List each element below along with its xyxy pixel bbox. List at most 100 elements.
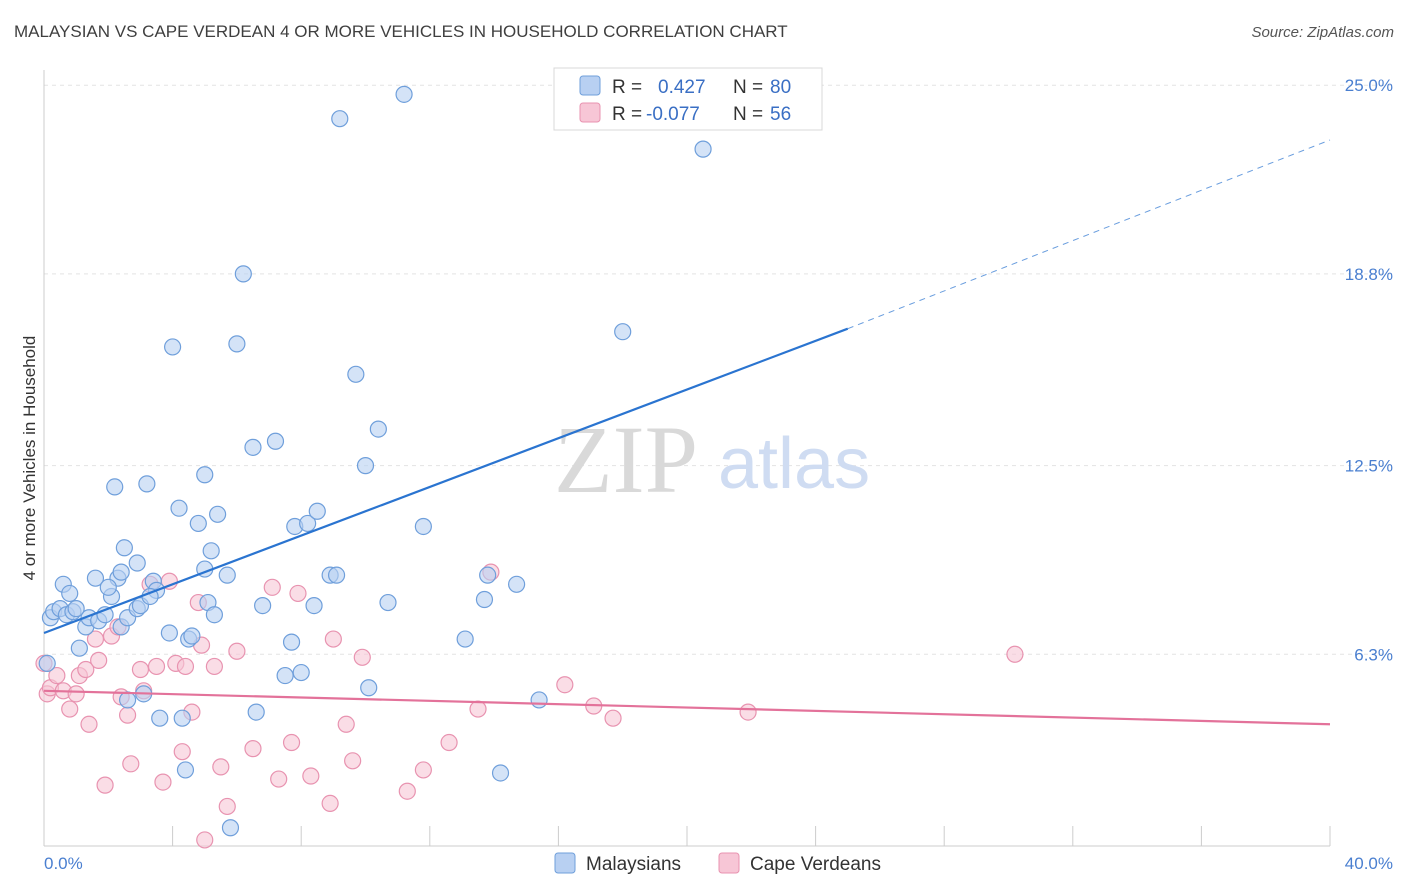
malaysian-point [299, 514, 317, 533]
cape-verdean-point [398, 782, 416, 800]
legend-n-label-2: N = [733, 104, 763, 125]
cape-verdean-point [218, 797, 236, 816]
x-tick-label-min: 0.0% [44, 854, 83, 873]
malaysian-point [170, 499, 188, 517]
malaysian-point [266, 432, 285, 450]
malaysian-point [360, 679, 378, 697]
cape-verdean-point [196, 831, 214, 849]
malaysian-point [70, 639, 88, 657]
malaysian-point [508, 575, 526, 593]
cape-verdean-point [289, 584, 307, 603]
malaysian-point [221, 819, 240, 837]
y-axis-label: 4 or more Vehicles in Household [20, 336, 39, 581]
malaysian-point [475, 590, 494, 609]
malaysian-point [218, 566, 236, 584]
cape-verdean-point [77, 660, 95, 679]
malaysian-point [308, 502, 326, 520]
legend-swatch-malaysians [579, 75, 601, 96]
cape-verdean-point [147, 657, 166, 676]
malaysian-point [196, 466, 214, 484]
cape-verdean-point [86, 630, 105, 648]
cape-verdean-point [302, 767, 320, 785]
malaysian-point [228, 335, 246, 353]
malaysian-point [456, 630, 474, 648]
cape-verdean-point [414, 761, 432, 779]
cape-verdean-point [96, 776, 114, 794]
malaysians-points [38, 85, 712, 837]
cape-verdean-point [344, 752, 362, 770]
cape-verdean-point [1006, 645, 1024, 663]
legend-n-value-1: 80 [770, 77, 791, 98]
malaysian-point [292, 663, 310, 682]
gridlines [44, 84, 1393, 655]
cape-verdean-point [122, 755, 140, 773]
cape-verdean-point [469, 700, 487, 718]
cape-verdean-point [176, 657, 195, 676]
malaysian-point [327, 566, 346, 584]
legend-r-value-2: -0.077 [646, 104, 700, 125]
malaysian-point [61, 584, 79, 603]
malaysian-point [530, 691, 548, 709]
x-axis-ticks [172, 826, 1331, 846]
y-tick-label: 25.0% [1345, 76, 1393, 95]
cape-verdean-point [67, 685, 85, 703]
malaysian-point [414, 517, 432, 536]
malaysian-point [276, 666, 294, 685]
malaysian-point [282, 633, 301, 651]
cape-verdean-point [282, 733, 301, 752]
malaysian-point [347, 365, 365, 383]
malaysian-point [151, 709, 169, 727]
watermark: ZIP atlas [554, 406, 870, 513]
cape-verdean-point [48, 666, 66, 685]
malaysian-point [160, 624, 178, 642]
bottom-legend-swatch-cape-verdeans [718, 852, 740, 874]
cape-verdean-point [244, 740, 262, 758]
cape-verdean-point [263, 578, 281, 596]
malaysian-point [234, 265, 252, 283]
malaysians-trend-extension [847, 139, 1331, 330]
bottom-legend-label-malaysians: Malaysians [586, 854, 681, 875]
malaysian-point [183, 627, 201, 645]
cape-verdeans-trend-line [43, 689, 1331, 726]
malaysian-point [244, 438, 262, 456]
cape-verdean-point [270, 770, 288, 788]
cape-verdean-point [154, 773, 172, 791]
legend-n-label-1: N = [733, 77, 763, 98]
malaysian-point [209, 505, 227, 523]
malaysian-point [479, 566, 497, 584]
malaysian-point [694, 140, 712, 158]
malaysian-point [128, 554, 146, 572]
malaysian-point [491, 764, 510, 782]
malaysian-point [38, 654, 56, 673]
cape-verdean-point [337, 715, 355, 733]
cape-verdeans-points [35, 563, 1024, 849]
cape-verdean-point [173, 743, 191, 761]
malaysian-point [176, 761, 195, 779]
malaysian-point [112, 563, 130, 581]
malaysian-point [254, 596, 272, 615]
malaysian-point [106, 478, 124, 496]
cape-verdean-point [61, 700, 79, 718]
legend-swatch-cape-verdeans [579, 102, 601, 123]
cape-verdean-point [604, 709, 622, 727]
cape-verdean-point [353, 648, 371, 666]
malaysian-point [247, 703, 265, 721]
malaysian-point [202, 542, 220, 560]
malaysian-point [395, 85, 413, 103]
bottom-legend-label-cape-verdeans: Cape Verdeans [750, 854, 881, 875]
cape-verdean-point [90, 651, 108, 669]
malaysian-point [369, 420, 387, 438]
cape-verdean-point [80, 715, 98, 733]
malaysian-point [138, 475, 156, 493]
malaysian-point [118, 691, 137, 709]
source-label: Source: ZipAtlas.com [1251, 24, 1394, 41]
cape-verdean-point [212, 758, 230, 776]
legend-box: R = 0.427 N = 80 R = -0.077 N = 56 [553, 67, 823, 131]
malaysian-point [331, 110, 349, 128]
y-tick-label: 18.8% [1345, 265, 1393, 284]
cape-verdean-point [205, 657, 223, 676]
cape-verdean-point [321, 794, 339, 812]
trend-lines [43, 139, 1331, 726]
watermark-atlas: atlas [718, 424, 870, 504]
